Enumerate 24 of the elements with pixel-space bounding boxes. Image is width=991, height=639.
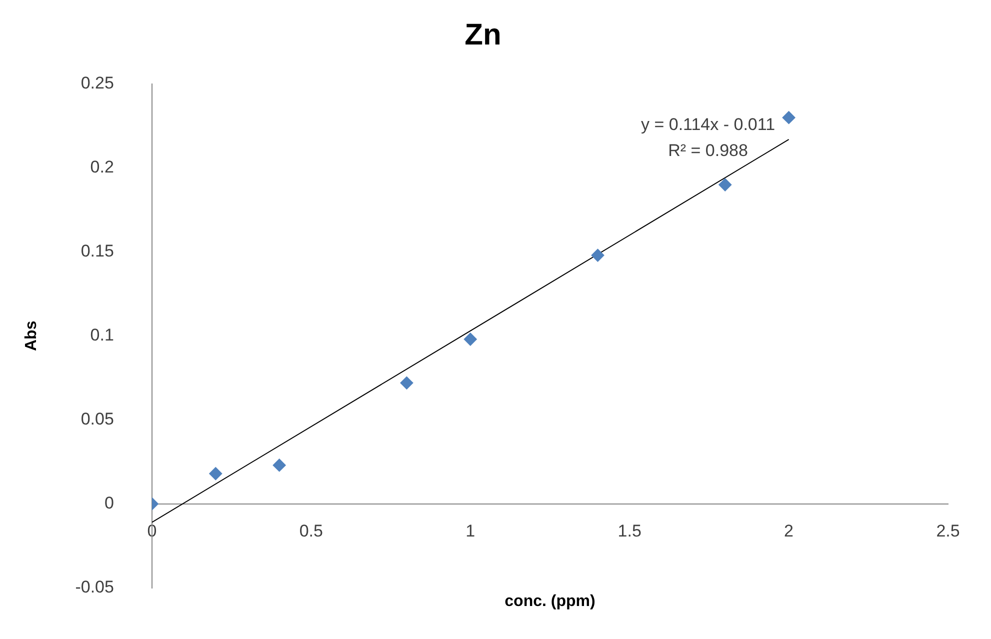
point <box>591 248 604 262</box>
annotation: y = 0.114x - 0.011 <box>640 115 776 134</box>
x-tick-label: 1.5 <box>618 522 642 541</box>
point <box>718 178 732 192</box>
x-tick-label: 2.5 <box>936 522 960 541</box>
x-axis-title: conc. (ppm) <box>504 593 596 610</box>
chart-title: Zn <box>464 18 502 52</box>
point <box>272 458 286 472</box>
point <box>782 111 796 124</box>
point <box>464 332 477 346</box>
annotation: R² = 0.988 <box>668 141 748 160</box>
x-tick-label: 2 <box>784 522 794 541</box>
y-tick-label: 0.15 <box>80 242 114 261</box>
y-tick-label: 0.05 <box>80 410 114 429</box>
y-tick-label: 0.2 <box>90 158 114 177</box>
x-tick-label: 1 <box>466 522 476 541</box>
x-tick-label: 0.5 <box>299 522 323 541</box>
y-axis-title: Abs <box>23 320 40 352</box>
point <box>400 376 414 390</box>
y-tick-label: 0.1 <box>90 326 114 345</box>
y-tick-label: 0 <box>104 494 114 513</box>
point <box>209 467 222 480</box>
y-tick-label: -0.05 <box>75 577 114 596</box>
y-tick-label: 0.25 <box>80 74 114 93</box>
